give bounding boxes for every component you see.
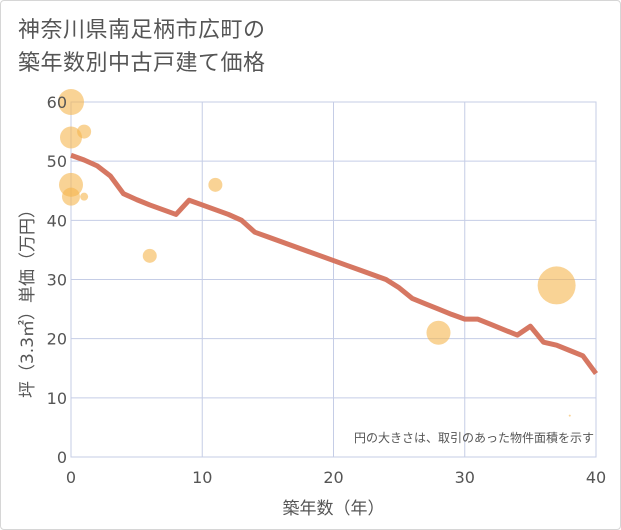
x-tick-label: 40	[586, 468, 606, 487]
x-tick-label: 0	[66, 468, 76, 487]
bubble-point	[60, 126, 82, 149]
x-tick-label: 20	[323, 468, 343, 487]
y-tick-label: 60	[47, 93, 67, 112]
bubble-point	[208, 177, 223, 192]
bubble-point	[426, 320, 451, 345]
y-axis-title: 坪（3.3㎡）単価（万円）	[18, 201, 38, 398]
x-tick-label: 10	[192, 468, 212, 487]
bubble-point	[58, 89, 84, 115]
bubble-point	[142, 248, 157, 263]
bubble-point	[80, 192, 89, 201]
y-tick-label: 50	[47, 152, 67, 171]
y-tick-label: 10	[47, 389, 67, 408]
bubble-point	[568, 414, 571, 417]
plot-border	[70, 101, 597, 458]
bubble-series	[58, 89, 576, 417]
x-tick-label: 30	[455, 468, 475, 487]
x-axis-title: 築年数（年）	[283, 499, 385, 519]
bubble-point	[77, 124, 92, 139]
title-line-2: 築年数別中古戸建て価格	[18, 51, 266, 76]
title-line-1: 神奈川県南足柄市広町の	[18, 18, 266, 43]
y-tick-label: 0	[57, 448, 67, 467]
bubble-point	[537, 266, 576, 305]
y-tick-label: 40	[47, 211, 67, 230]
trend-line	[70, 152, 599, 376]
y-tick-label: 30	[47, 271, 67, 290]
grid	[70, 101, 597, 458]
chart-title: 神奈川県南足柄市広町の 築年数別中古戸建て価格	[18, 14, 266, 80]
bubble-point	[62, 187, 80, 206]
y-tick-labels: 0 10 20 30 40 50 60	[47, 93, 67, 467]
y-tick-label: 20	[47, 330, 67, 349]
bubble-size-note: 円の大きさは、取引のあった物件面積を示す	[354, 430, 594, 445]
x-tick-labels: 0 10 20 30 40	[66, 468, 606, 487]
